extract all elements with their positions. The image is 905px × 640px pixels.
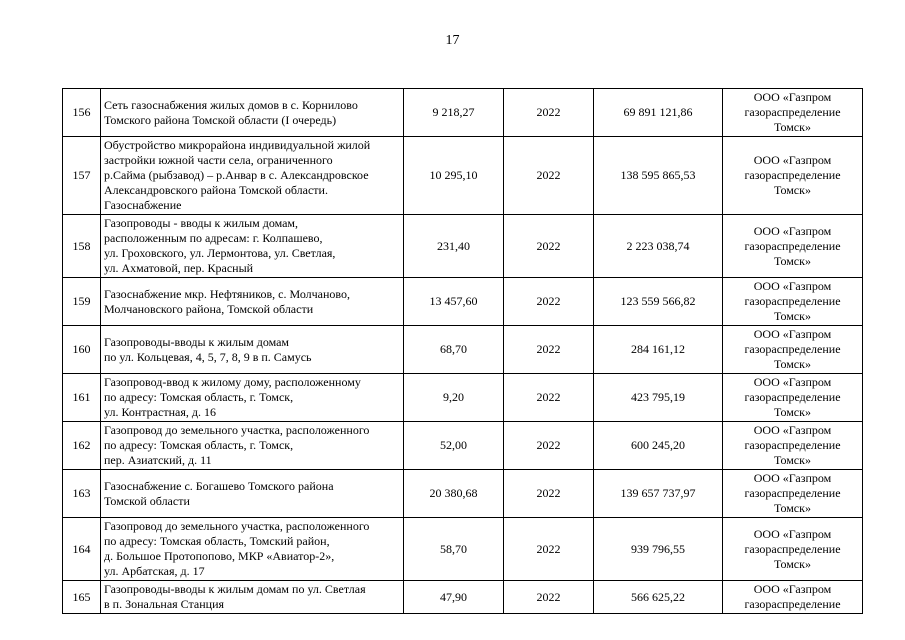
year-cell: 2022	[503, 88, 594, 137]
description-cell: Газоснабжение мкр. Нефтяников, с. Молчан…	[100, 277, 404, 326]
length-cell: 58,70	[403, 517, 504, 581]
length-cell: 52,00	[403, 421, 504, 470]
organization-cell: ООО «Газпром газораспределение Томск»	[722, 277, 863, 326]
year-cell: 2022	[503, 373, 594, 422]
cost-cell: 600 245,20	[593, 421, 723, 470]
table-row: 158 Газопроводы - вводы к жилым домам, ра…	[62, 214, 863, 278]
organization-cell: ООО «Газпром газораспределение Томск»	[722, 88, 863, 137]
length-cell: 47,90	[403, 580, 504, 614]
row-number-cell: 159	[62, 277, 101, 326]
length-cell: 9,20	[403, 373, 504, 422]
year-cell: 2022	[503, 421, 594, 470]
table-row: 159 Газоснабжение мкр. Нефтяников, с. Мол…	[62, 277, 863, 326]
cost-cell: 69 891 121,86	[593, 88, 723, 137]
table-row: 162 Газопровод до земельного участка, рас…	[62, 421, 863, 470]
row-number-cell: 161	[62, 373, 101, 422]
table-body: 156 Сеть газоснабжения жилых домов в с. К…	[62, 88, 863, 614]
description-cell: Газопровод до земельного участка, распол…	[100, 517, 404, 581]
table-row: 156 Сеть газоснабжения жилых домов в с. К…	[62, 88, 863, 137]
row-number-cell: 162	[62, 421, 101, 470]
year-cell: 2022	[503, 580, 594, 614]
description-cell: Газопроводы - вводы к жилым домам, распо…	[100, 214, 404, 278]
cost-cell: 566 625,22	[593, 580, 723, 614]
length-cell: 13 457,60	[403, 277, 504, 326]
row-number-cell: 156	[62, 88, 101, 137]
table-row: 164 Газопровод до земельного участка, рас…	[62, 517, 863, 581]
length-cell: 9 218,27	[403, 88, 504, 137]
row-number-cell: 164	[62, 517, 101, 581]
year-cell: 2022	[503, 277, 594, 326]
row-number-cell: 165	[62, 580, 101, 614]
row-number-cell: 157	[62, 136, 101, 215]
cost-cell: 138 595 865,53	[593, 136, 723, 215]
organization-cell: ООО «Газпром газораспределение Томск»	[722, 325, 863, 374]
projects-table: 156 Сеть газоснабжения жилых домов в с. К…	[62, 88, 863, 614]
year-cell: 2022	[503, 469, 594, 518]
organization-cell: ООО «Газпром газораспределение	[722, 580, 863, 614]
table-row: 163 Газоснабжение с. Богашево Томского ра…	[62, 469, 863, 518]
description-cell: Газоснабжение с. Богашево Томского район…	[100, 469, 404, 518]
organization-cell: ООО «Газпром газораспределение Томск»	[722, 214, 863, 278]
length-cell: 10 295,10	[403, 136, 504, 215]
table-row: 165 Газопроводы-вводы к жилым домам по ул…	[62, 580, 863, 614]
description-cell: Сеть газоснабжения жилых домов в с. Корн…	[100, 88, 404, 137]
organization-cell: ООО «Газпром газораспределение Томск»	[722, 469, 863, 518]
description-cell: Газопроводы-вводы к жилым домам по ул. С…	[100, 580, 404, 614]
year-cell: 2022	[503, 136, 594, 215]
cost-cell: 423 795,19	[593, 373, 723, 422]
table-row: 161 Газопровод-ввод к жилому дому, распол…	[62, 373, 863, 422]
organization-cell: ООО «Газпром газораспределение Томск»	[722, 517, 863, 581]
page-number: 17	[445, 33, 460, 48]
table-row: 157 Обустройство микрорайона индивидуальн…	[62, 136, 863, 215]
length-cell: 68,70	[403, 325, 504, 374]
description-cell: Газопровод-ввод к жилому дому, расположе…	[100, 373, 404, 422]
organization-cell: ООО «Газпром газораспределение Томск»	[722, 373, 863, 422]
table-row: 160 Газопроводы-вводы к жилым домам по ул…	[62, 325, 863, 374]
cost-cell: 139 657 737,97	[593, 469, 723, 518]
year-cell: 2022	[503, 325, 594, 374]
cost-cell: 939 796,55	[593, 517, 723, 581]
cost-cell: 2 223 038,74	[593, 214, 723, 278]
organization-cell: ООО «Газпром газораспределение Томск»	[722, 136, 863, 215]
length-cell: 231,40	[403, 214, 504, 278]
year-cell: 2022	[503, 517, 594, 581]
year-cell: 2022	[503, 214, 594, 278]
organization-cell: ООО «Газпром газораспределение Томск»	[722, 421, 863, 470]
description-cell: Газопровод до земельного участка, распол…	[100, 421, 404, 470]
row-number-cell: 158	[62, 214, 101, 278]
row-number-cell: 160	[62, 325, 101, 374]
row-number-cell: 163	[62, 469, 101, 518]
description-cell: Газопроводы-вводы к жилым домам по ул. К…	[100, 325, 404, 374]
length-cell: 20 380,68	[403, 469, 504, 518]
cost-cell: 123 559 566,82	[593, 277, 723, 326]
cost-cell: 284 161,12	[593, 325, 723, 374]
description-cell: Обустройство микрорайона индивидуальной …	[100, 136, 404, 215]
